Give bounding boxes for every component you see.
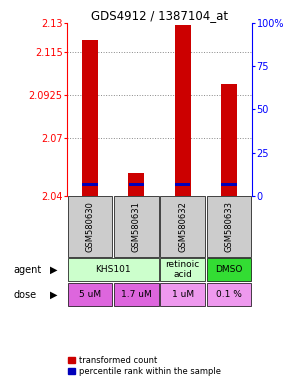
Text: retinoic
acid: retinoic acid [166, 260, 200, 280]
Text: 1 uM: 1 uM [172, 290, 194, 299]
Text: GSM580631: GSM580631 [132, 201, 141, 252]
Text: KHS101: KHS101 [95, 265, 131, 274]
Bar [175, 183, 191, 186]
Bar [82, 40, 98, 196]
Text: ▶: ▶ [50, 290, 57, 300]
Text: agent: agent [14, 265, 42, 275]
Bar [175, 25, 191, 196]
Bar [221, 183, 237, 186]
Text: ▶: ▶ [50, 265, 57, 275]
Bar [207, 258, 251, 281]
Bar [68, 197, 112, 257]
Bar [128, 183, 144, 186]
Bar [114, 197, 159, 257]
Bar [221, 84, 237, 196]
Legend: transformed count, percentile rank within the sample: transformed count, percentile rank withi… [68, 356, 221, 376]
Text: GSM580633: GSM580633 [224, 201, 234, 252]
Text: GSM580632: GSM580632 [178, 201, 187, 252]
Title: GDS4912 / 1387104_at: GDS4912 / 1387104_at [91, 9, 228, 22]
Bar [68, 258, 159, 281]
Bar [82, 183, 98, 186]
Bar [68, 283, 112, 306]
Bar [207, 283, 251, 306]
Bar [160, 283, 205, 306]
Bar [160, 258, 205, 281]
Bar [160, 197, 205, 257]
Bar [128, 173, 144, 196]
Text: DMSO: DMSO [215, 265, 243, 274]
Text: 0.1 %: 0.1 % [216, 290, 242, 299]
Text: dose: dose [14, 290, 37, 300]
Text: 5 uM: 5 uM [79, 290, 101, 299]
Text: 1.7 uM: 1.7 uM [121, 290, 152, 299]
Bar [114, 283, 159, 306]
Bar [207, 197, 251, 257]
Text: GSM580630: GSM580630 [85, 201, 95, 252]
